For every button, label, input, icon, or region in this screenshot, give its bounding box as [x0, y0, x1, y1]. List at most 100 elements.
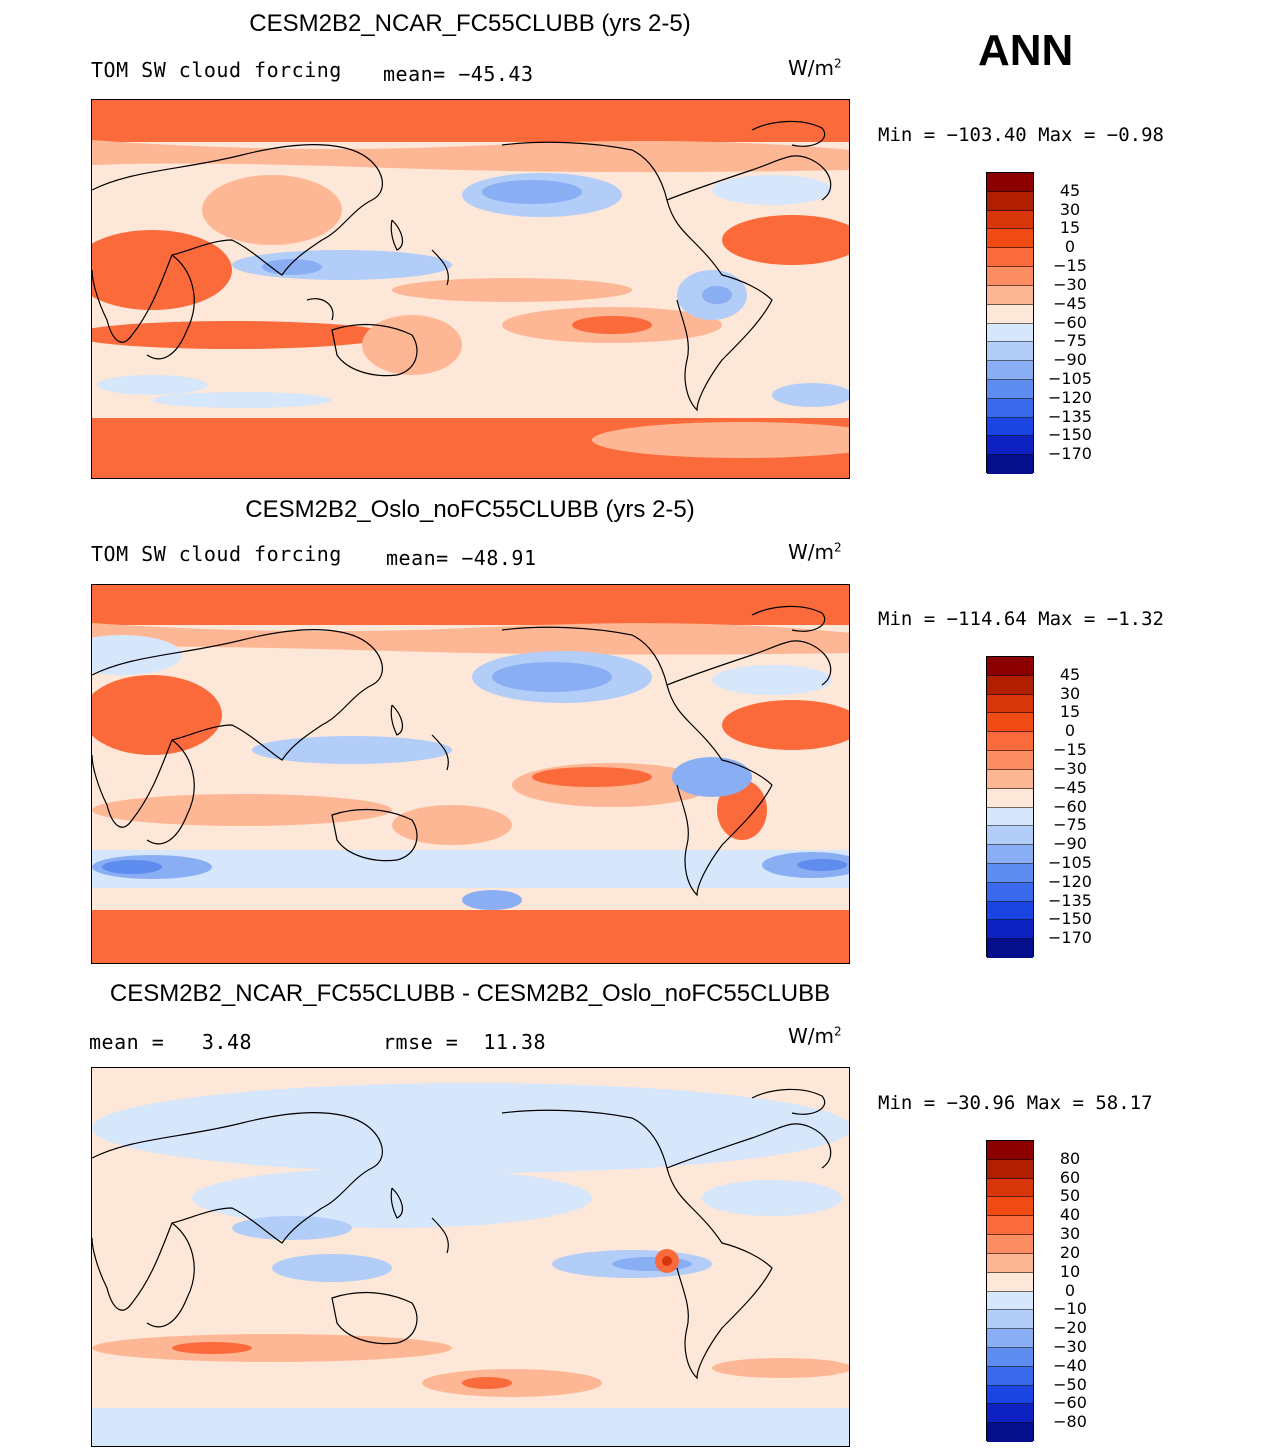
colorbar-swatch: [987, 1197, 1033, 1217]
colorbar-swatch: [987, 788, 1033, 808]
colorbar-tick-label: −75: [1053, 815, 1087, 835]
colorbar-tick-label: −10: [1053, 1299, 1087, 1319]
colorbar-tick-label: 0: [1064, 1280, 1076, 1300]
colorbar-tick-label: −60: [1053, 796, 1087, 816]
colorbar-swatch: [987, 210, 1033, 230]
colorbar-swatch: [987, 863, 1033, 883]
colorbar-tick-label: −105: [1048, 852, 1092, 872]
colorbar-swatch: [987, 1329, 1033, 1348]
colorbar-tick-label: −150: [1048, 425, 1092, 445]
colorbar-swatch: [987, 229, 1033, 249]
colorbar-tick-label: −80: [1053, 1412, 1087, 1432]
colorbar-swatch: [987, 1178, 1033, 1198]
colorbar-tick-label: −90: [1053, 350, 1087, 370]
colorbar-swatch: [987, 191, 1033, 211]
panel-2-map-svg: [92, 585, 849, 963]
colorbar-tick-label: −60: [1053, 1393, 1087, 1413]
panel-2-mean-label: mean= −48.91: [386, 546, 537, 570]
colorbar-swatch: [987, 1159, 1033, 1179]
colorbar-swatch: [987, 323, 1033, 343]
colorbar-swatch: [987, 1141, 1033, 1160]
colorbar-tick-label: −170: [1048, 444, 1092, 464]
colorbar-tick-label: 60: [1059, 1167, 1081, 1187]
colorbar-swatch: [987, 436, 1033, 456]
colorbar-swatch: [987, 1423, 1033, 1442]
colorbar-swatch: [987, 267, 1033, 286]
colorbar-tick-label: −30: [1053, 274, 1087, 294]
colorbar-tick-label: 0: [1064, 721, 1076, 741]
colorbar-tick-label: −15: [1053, 740, 1087, 760]
colorbar-swatch: [987, 845, 1033, 864]
colorbar-tick-label: −120: [1048, 871, 1092, 891]
colorbar-tick-label: 40: [1059, 1205, 1081, 1225]
colorbar-swatch: [987, 1347, 1033, 1367]
colorbar-tick-label: 10: [1059, 1261, 1081, 1281]
colorbar-swatch: [987, 657, 1033, 676]
colorbar-swatch: [987, 1366, 1033, 1386]
colorbar-swatch: [987, 675, 1033, 695]
panel-2-variable-label: TOM SW cloud forcing: [91, 542, 342, 566]
panel-1-colorbar: [986, 172, 1034, 474]
colorbar-swatch: [987, 455, 1033, 474]
colorbar-tick-label: −20: [1053, 1318, 1087, 1338]
colorbar-swatch: [987, 694, 1033, 714]
colorbar-tick-label: 45: [1059, 664, 1081, 684]
colorbar-tick-label: 80: [1059, 1148, 1081, 1168]
colorbar-tick-label: 20: [1059, 1242, 1081, 1262]
colorbar-swatch: [987, 939, 1033, 958]
colorbar-swatch: [987, 1272, 1033, 1292]
colorbar-tick-label: −150: [1048, 909, 1092, 929]
colorbar-swatch: [987, 361, 1033, 380]
colorbar-swatch: [987, 882, 1033, 902]
colorbar-tick-label: 45: [1059, 180, 1081, 200]
colorbar-swatch: [987, 398, 1033, 418]
colorbar-tick-label: −75: [1053, 331, 1087, 351]
panel-3-title: CESM2B2_NCAR_FC55CLUBB - CESM2B2_Oslo_no…: [109, 980, 831, 1007]
colorbar-swatch: [987, 342, 1033, 362]
colorbar-swatch: [987, 304, 1033, 324]
panel-2-map: [91, 584, 850, 964]
panel-3-mean-label: mean = 3.48: [89, 1030, 253, 1054]
panel-1-title: CESM2B2_NCAR_FC55CLUBB (yrs 2-5): [249, 10, 691, 37]
colorbar-tick-label: −90: [1053, 834, 1087, 854]
colorbar-tick-label: 50: [1059, 1186, 1081, 1206]
colorbar-swatch: [987, 1310, 1033, 1330]
panel-1-map: [91, 99, 850, 479]
colorbar-swatch: [987, 1235, 1033, 1254]
panel-2-title: CESM2B2_Oslo_noFC55CLUBB (yrs 2-5): [245, 496, 695, 523]
panel-1-mean-label: mean= −45.43: [383, 62, 534, 86]
colorbar-tick-label: −45: [1053, 293, 1087, 313]
panel-3-units: W/m2: [788, 1024, 842, 1048]
colorbar-swatch: [987, 1216, 1033, 1236]
colorbar-swatch: [987, 901, 1033, 921]
colorbar-swatch: [987, 285, 1033, 305]
panel-1-variable-label: TOM SW cloud forcing: [91, 58, 342, 82]
colorbar-swatch: [987, 826, 1033, 846]
colorbar-swatch: [987, 1291, 1033, 1311]
panel-3-colorbar: [986, 1140, 1034, 1442]
colorbar-swatch: [987, 1253, 1033, 1273]
colorbar-tick-label: −45: [1053, 777, 1087, 797]
colorbar-swatch: [987, 751, 1033, 770]
colorbar-swatch: [987, 769, 1033, 789]
colorbar-swatch: [987, 248, 1033, 268]
colorbar-tick-label: −50: [1053, 1374, 1087, 1394]
panel-1-map-svg: [92, 100, 849, 478]
panel-3-map: [91, 1067, 850, 1447]
colorbar-swatch: [987, 417, 1033, 437]
panel-1-units: W/m2: [788, 56, 842, 80]
colorbar-tick-label: 30: [1059, 683, 1081, 703]
colorbar-tick-label: −30: [1053, 758, 1087, 778]
colorbar-tick-label: −15: [1053, 256, 1087, 276]
panel-3-map-svg: [92, 1068, 849, 1446]
season-label: ANN: [978, 26, 1074, 75]
colorbar-tick-label: −60: [1053, 312, 1087, 332]
colorbar-tick-label: −135: [1048, 406, 1092, 426]
colorbar-tick-label: 15: [1059, 218, 1081, 238]
colorbar-swatch: [987, 173, 1033, 192]
colorbar-tick-label: 30: [1059, 1224, 1081, 1244]
colorbar-tick-label: −30: [1053, 1336, 1087, 1356]
colorbar-swatch: [987, 1404, 1033, 1424]
colorbar-swatch: [987, 807, 1033, 827]
colorbar-swatch: [987, 379, 1033, 399]
